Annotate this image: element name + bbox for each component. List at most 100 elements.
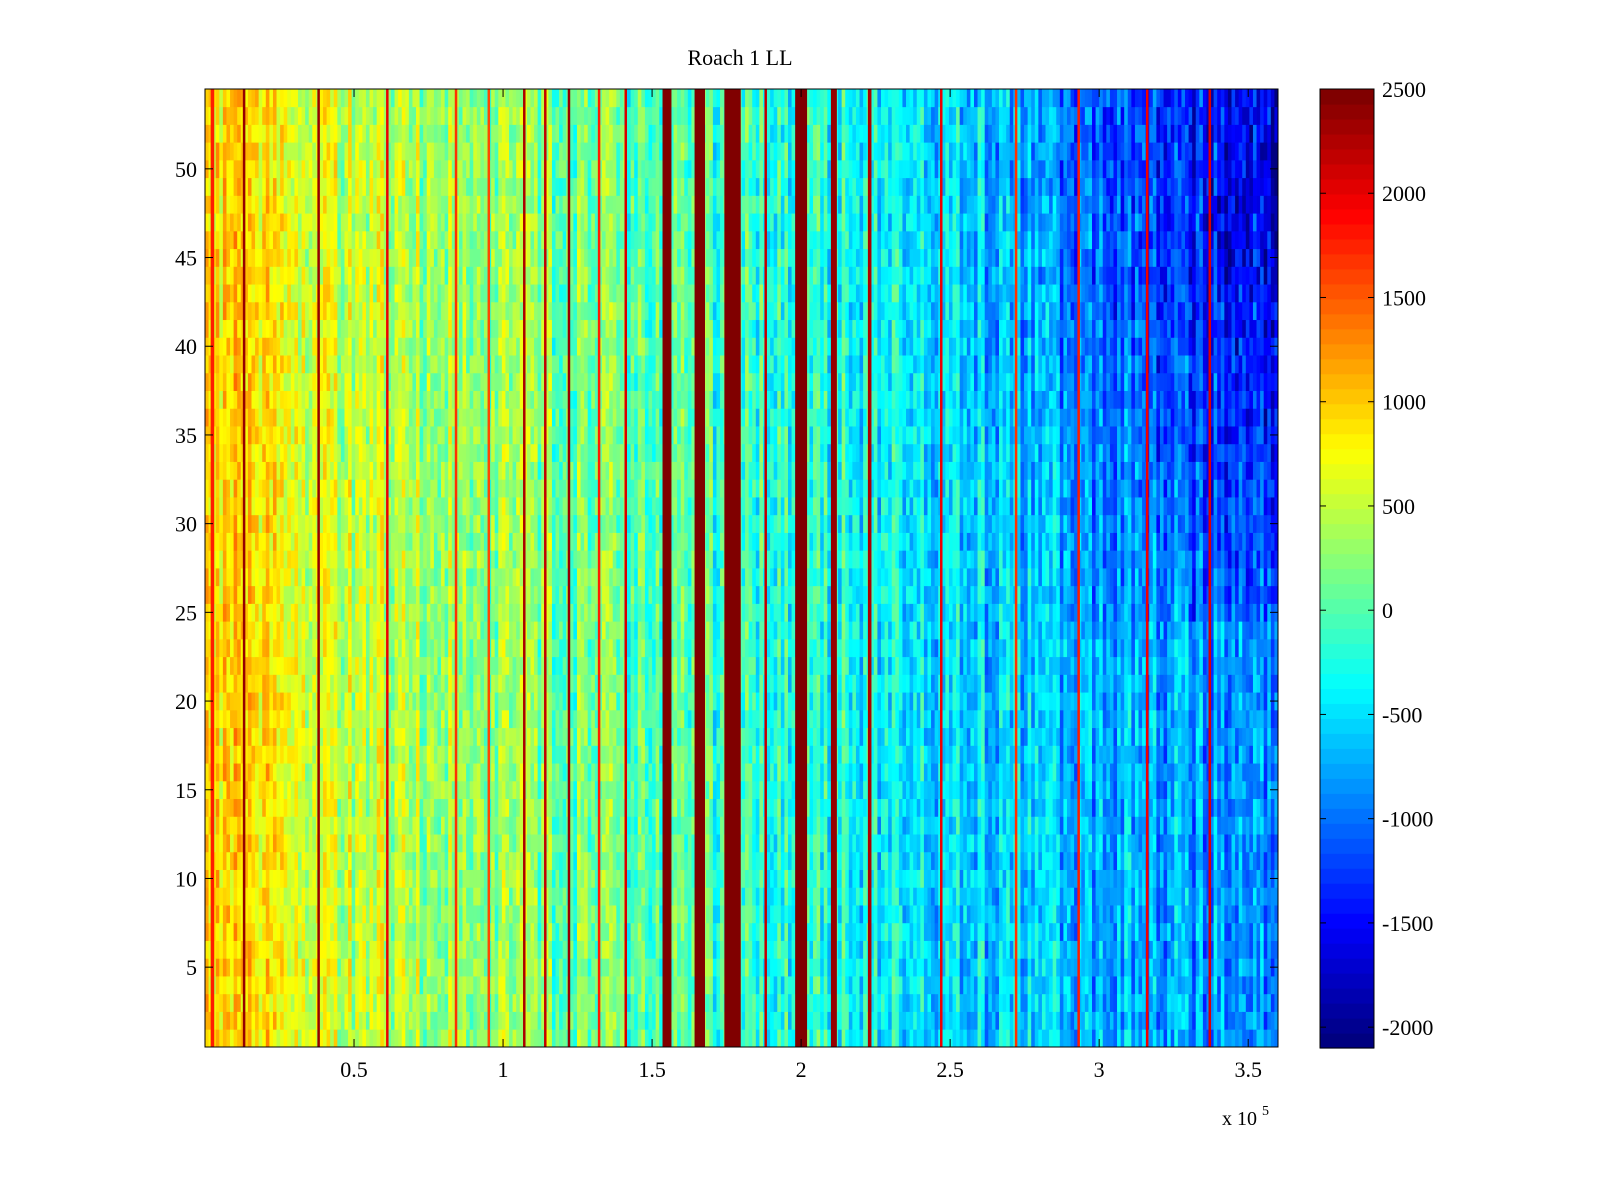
heatmap-cell (527, 958, 531, 976)
heatmap-cell (420, 249, 424, 267)
heatmap-cell (348, 160, 352, 178)
heatmap-cell (337, 178, 341, 196)
heatmap-cell (302, 533, 306, 551)
heatmap-cell (527, 355, 531, 373)
heatmap-cell (248, 337, 252, 355)
heatmap-cell (334, 178, 338, 196)
heatmap-cell (513, 639, 517, 657)
heatmap-cell (423, 745, 427, 763)
heatmap-cell (391, 568, 395, 586)
heatmap-cell (359, 657, 363, 675)
heatmap-cell (437, 905, 441, 923)
heatmap-cell (405, 408, 409, 426)
heatmap-cell (380, 958, 384, 976)
heatmap-cell (359, 923, 363, 941)
heatmap-cell (434, 852, 438, 870)
heatmap-cell (477, 462, 481, 480)
heatmap-cell (294, 107, 298, 125)
heatmap-cell (402, 763, 406, 781)
heatmap-cell (334, 692, 338, 710)
heatmap-cell (305, 639, 309, 657)
heatmap-cell (398, 213, 402, 231)
heatmap-cell (284, 142, 288, 160)
heatmap-cell (230, 1029, 234, 1047)
heatmap-cell (463, 958, 467, 976)
heatmap-cell (530, 337, 534, 355)
heatmap-cell (262, 816, 266, 834)
heatmap-cell (398, 674, 402, 692)
heatmap-cell (226, 550, 230, 568)
heatmap-cell (230, 976, 234, 994)
heatmap-cell (380, 266, 384, 284)
heatmap-cell (405, 976, 409, 994)
heatmap-cell (330, 337, 334, 355)
heatmap-cell (491, 941, 495, 959)
heatmap-cell (262, 887, 266, 905)
heatmap-cell (466, 479, 470, 497)
heatmap-cell (334, 533, 338, 551)
heatmap-cell (319, 905, 323, 923)
heatmap-cell (269, 107, 273, 125)
heatmap-cell (223, 284, 227, 302)
heatmap-cell (234, 142, 238, 160)
heatmap-cell (348, 249, 352, 267)
heatmap-cell (337, 408, 341, 426)
heatmap-cell (527, 462, 531, 480)
heatmap-cell (420, 408, 424, 426)
heatmap-cell (219, 550, 223, 568)
heatmap-cell (477, 337, 481, 355)
heatmap-cell (366, 195, 370, 213)
heatmap-cell (434, 692, 438, 710)
heatmap-cell (495, 320, 499, 338)
heatmap-cell (330, 444, 334, 462)
heatmap-cell (391, 639, 395, 657)
heatmap-cell (498, 479, 502, 497)
heatmap-cell (219, 284, 223, 302)
heatmap-cell (291, 302, 295, 320)
heatmap-cell (330, 603, 334, 621)
heatmap-cell (420, 905, 424, 923)
heatmap-cell (370, 550, 374, 568)
heatmap-cell (309, 941, 313, 959)
heatmap-cell (398, 745, 402, 763)
heatmap-cell (509, 657, 513, 675)
heatmap-cell (223, 124, 227, 142)
heatmap-cell (348, 728, 352, 746)
heatmap-cell (319, 426, 323, 444)
heatmap-cell (359, 391, 363, 409)
heatmap-cell (527, 1012, 531, 1030)
heatmap-cell (480, 89, 484, 107)
heatmap-cell (266, 337, 270, 355)
heatmap-cell (463, 586, 467, 604)
heatmap-cell (366, 142, 370, 160)
heatmap-cell (437, 976, 441, 994)
heatmap-cell (287, 994, 291, 1012)
heatmap-cell (269, 816, 273, 834)
heatmap-cell (273, 1012, 277, 1030)
heatmap-cell (473, 462, 477, 480)
heatmap-cell (294, 408, 298, 426)
heatmap-cell (309, 479, 313, 497)
heatmap-cell (445, 462, 449, 480)
heatmap-cell (337, 444, 341, 462)
heatmap-cell (355, 905, 359, 923)
heatmap-cell (355, 728, 359, 746)
heatmap-cell (230, 834, 234, 852)
heatmap-cell (226, 887, 230, 905)
heatmap-cell (491, 852, 495, 870)
heatmap-cell (509, 710, 513, 728)
heatmap-cell (420, 266, 424, 284)
heatmap-cell (219, 178, 223, 196)
heatmap-cell (216, 337, 220, 355)
heatmap-cell (230, 462, 234, 480)
heatmap-cell (269, 1012, 273, 1030)
heatmap-cell (352, 515, 356, 533)
heatmap-cell (362, 799, 366, 817)
heatmap-cell (305, 373, 309, 391)
heatmap-cell (513, 674, 517, 692)
heatmap-cell (516, 941, 520, 959)
heatmap-cell (527, 745, 531, 763)
heatmap-cell (273, 568, 277, 586)
heatmap-cell (420, 745, 424, 763)
heatmap-cell (255, 178, 259, 196)
